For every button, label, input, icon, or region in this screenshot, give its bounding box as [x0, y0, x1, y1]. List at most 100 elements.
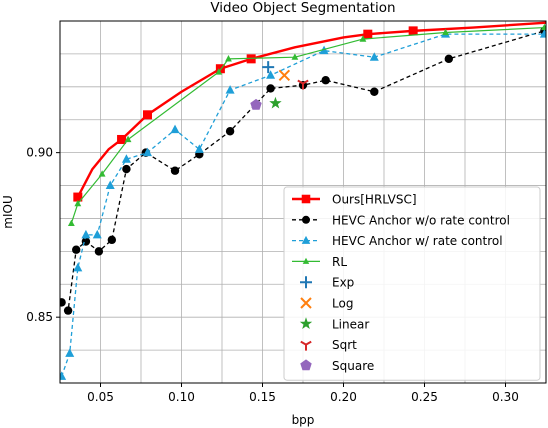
series-linear [269, 96, 282, 109]
legend-marker-sqrt [300, 340, 312, 351]
series-square [250, 98, 262, 110]
legend-label: Square [332, 359, 374, 373]
plot-area [60, 21, 546, 380]
x-axis-title: bpp [292, 413, 315, 427]
data-point-hevc-anchor-w-rate-control [170, 124, 180, 134]
data-point-rl [74, 199, 82, 207]
data-point-hevc-anchor-w-rate-control [142, 147, 152, 157]
series-exp [262, 61, 275, 74]
data-point-hevc-anchor-w-o-rate-control [225, 127, 235, 136]
data-point-ours-hrlvsc [215, 64, 225, 74]
data-point-hevc-anchor-w-o-rate-control [72, 245, 81, 254]
legend-label: Sqrt [332, 338, 357, 352]
legend-entry-log: Log [300, 297, 353, 311]
legend-marker-hevc-anchor-w-o-rate-control [302, 215, 310, 224]
legend-label: Ours[HRLVSC] [332, 193, 417, 207]
data-point-rl [442, 28, 449, 36]
data-point-sqrt [297, 79, 309, 90]
series-layer [60, 21, 546, 380]
data-point-hevc-anchor-w-rate-control [194, 144, 204, 153]
data-point-ours-hrlvsc [73, 192, 83, 202]
legend-entry-square: Square [300, 359, 374, 373]
data-point-rl [98, 170, 106, 177]
legend-entry-ours-hrlvsc: Ours[HRLVSC] [292, 193, 417, 207]
x-tick-label: 0.25 [411, 390, 438, 404]
data-point-hevc-anchor-w-rate-control [369, 52, 379, 61]
series-sqrt [297, 79, 309, 90]
y-tick-label: 0.85 [26, 310, 53, 324]
series-line-hevc-anchor-w-rate-control [61, 33, 545, 377]
data-point-rl [124, 135, 132, 143]
data-point-hevc-anchor-w-o-rate-control [60, 298, 66, 307]
series-line-rl [70, 26, 545, 224]
data-point-log [278, 69, 291, 82]
data-point-ours-hrlvsc [363, 29, 373, 39]
data-point-rl [291, 53, 299, 60]
data-point-rl [540, 23, 546, 31]
data-point-ours-hrlvsc [408, 26, 418, 36]
legend-marker-hevc-anchor-w-rate-control [301, 235, 311, 244]
data-point-ours-hrlvsc [142, 110, 152, 120]
data-point-ours-hrlvsc [117, 134, 127, 144]
legend-box [283, 186, 541, 381]
data-point-hevc-anchor-w-rate-control [539, 29, 546, 38]
data-point-hevc-anchor-w-o-rate-control [444, 54, 453, 64]
plot-frame [59, 20, 547, 384]
data-point-hevc-anchor-w-o-rate-control [370, 87, 379, 96]
data-point-hevc-anchor-w-o-rate-control [321, 76, 330, 85]
legend-entry-sqrt: Sqrt [300, 338, 357, 352]
legend-label: HEVC Anchor w/o rate control [332, 213, 510, 227]
chart-title: Video Object Segmentation [210, 0, 395, 16]
x-tick-label: 0.15 [249, 390, 276, 404]
data-point-rl [359, 35, 367, 42]
data-point-hevc-anchor-w-rate-control [73, 262, 83, 272]
y-axis-title: mIOU [1, 195, 15, 228]
data-point-rl [225, 55, 232, 62]
legend-label: Linear [332, 317, 369, 331]
data-point-rl [215, 68, 223, 75]
data-point-hevc-anchor-w-o-rate-control [122, 164, 131, 174]
legend-label: Exp [332, 276, 354, 290]
legend-entry-hevc-anchor-w-o-rate-control: HEVC Anchor w/o rate control [292, 213, 510, 227]
axis-ticks: 0.05 0.10 0.15 0.20 0.25 0.30 0.85 0.90 [26, 146, 519, 404]
data-point-exp [262, 61, 275, 74]
series-log [278, 69, 291, 82]
x-tick-label: 0.30 [492, 390, 519, 404]
data-point-hevc-anchor-w-o-rate-control [170, 166, 180, 175]
series-hevc-anchor-w-o-rate-control [60, 26, 546, 315]
x-tick-label: 0.10 [168, 390, 195, 404]
legend-entry-linear: Linear [299, 317, 369, 331]
legend-marker-log [300, 297, 312, 309]
series-line-ours-hrlvsc [76, 21, 546, 198]
legend-entry-exp: Exp [300, 276, 354, 290]
series-line-hevc-anchor-w-o-rate-control [61, 30, 545, 312]
data-point-hevc-anchor-w-o-rate-control [63, 306, 73, 315]
data-point-hevc-anchor-w-o-rate-control [94, 247, 104, 256]
data-point-square [250, 98, 262, 110]
data-point-hevc-anchor-w-rate-control [60, 371, 67, 380]
data-point-hevc-anchor-w-o-rate-control [107, 235, 117, 245]
legend-label: HEVC Anchor w/ rate control [332, 234, 503, 248]
legend-marker-linear [299, 317, 313, 330]
legend-label: RL [332, 255, 347, 269]
legend-marker-exp [300, 276, 312, 289]
legend-label: Log [332, 297, 353, 311]
data-point-hevc-anchor-w-rate-control [81, 229, 91, 239]
x-tick-label: 0.20 [330, 390, 357, 404]
legend-marker-ours-hrlvsc [301, 194, 311, 204]
data-point-hevc-anchor-w-rate-control [121, 154, 131, 163]
data-point-linear [269, 96, 282, 109]
y-tick-label: 0.90 [26, 146, 53, 160]
data-point-rl [67, 219, 75, 226]
legend-entry-hevc-anchor-w-rate-control: HEVC Anchor w/ rate control [292, 234, 503, 248]
data-point-hevc-anchor-w-rate-control [225, 85, 235, 94]
legend: Ours[HRLVSC] HEVC Anchor w/o rate control… [283, 186, 541, 381]
series-rl [67, 23, 546, 226]
x-tick-label: 0.05 [87, 390, 114, 404]
data-point-hevc-anchor-w-o-rate-control [266, 84, 275, 93]
data-point-hevc-anchor-w-rate-control [105, 180, 115, 190]
data-point-hevc-anchor-w-rate-control [266, 70, 276, 79]
legend-marker-rl [302, 257, 310, 264]
legend-entry-rl: RL [292, 255, 347, 269]
